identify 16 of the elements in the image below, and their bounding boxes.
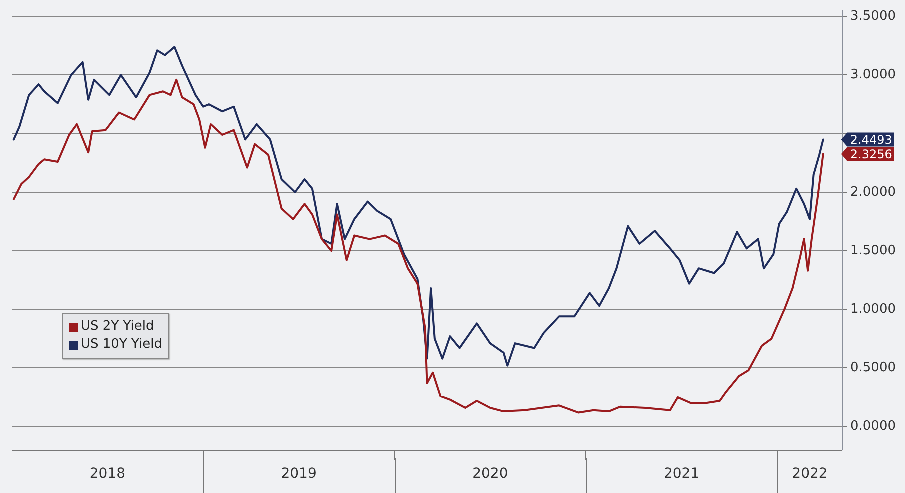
y-tick-label: 1.0000 [850, 302, 896, 317]
y-tick-label: 1.5000 [850, 243, 896, 258]
annotation: 2.3256 [850, 147, 892, 162]
y-tick-label: 3.0000 [850, 68, 896, 83]
x-tick-label: 2018 [90, 466, 126, 482]
y-tick-label: 0.0000 [850, 419, 896, 434]
y-tick-label: 0.5000 [850, 360, 896, 376]
annotation: 2.4493 [850, 132, 892, 147]
x-tick-label: 2022 [792, 466, 828, 482]
x-tick-label: 2019 [281, 466, 317, 482]
y-tick-label: 3.5000 [850, 9, 896, 24]
x-tick-label: 2021 [664, 466, 700, 482]
legend-label: US 10Y Yield [81, 336, 162, 354]
x-tick-label: 2020 [472, 466, 508, 482]
y-tick-label: 2.0000 [850, 184, 896, 200]
legend-label: US 2Y Yield [81, 318, 154, 336]
